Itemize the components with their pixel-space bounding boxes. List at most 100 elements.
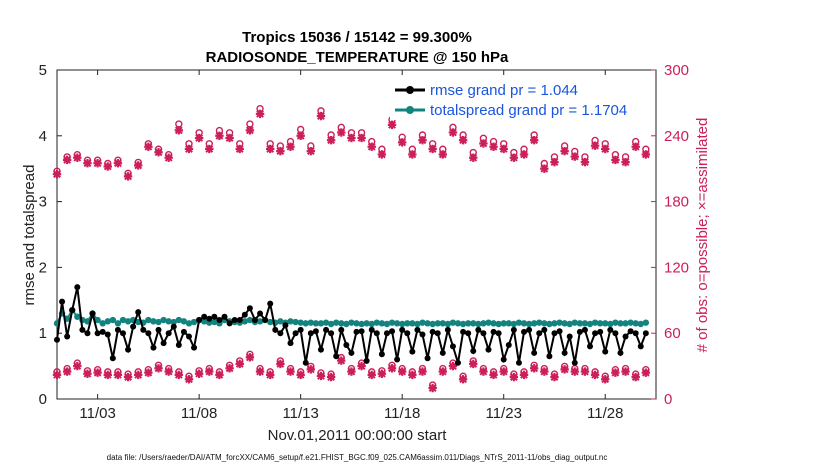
x-axis-label: Nov.01,2011 00:00:00 start	[268, 427, 448, 444]
rmse-point	[521, 328, 528, 335]
rmse-point	[160, 340, 167, 347]
x-tick-label: 11/28	[587, 405, 623, 422]
obs-upper-assimilated-point	[164, 153, 173, 162]
totalspread-point	[84, 318, 91, 325]
rmse-point	[109, 355, 116, 362]
totalspread-point	[530, 320, 538, 327]
obs-upper-assimilated-point	[52, 169, 62, 179]
obs-lower-assimilated-point	[347, 367, 356, 376]
obs-lower-assimilated-point-d2	[73, 362, 82, 371]
rmse-point	[79, 326, 86, 333]
obs-lower-assimilated-point	[631, 372, 640, 382]
rmse-point	[221, 313, 228, 320]
totalspread-point	[256, 318, 264, 325]
totalspread-point	[617, 320, 624, 327]
obs-lower-assimilated-point	[266, 370, 275, 380]
totalspread-point	[485, 319, 492, 326]
obs-upper-assimilated-point-d2	[631, 142, 640, 151]
totalspread-point	[363, 320, 370, 327]
obs-upper-group	[52, 104, 651, 181]
obs-upper-assimilated-point	[184, 144, 194, 154]
totalspread-point	[241, 318, 249, 325]
obs-upper-assimilated-point-d2	[509, 153, 518, 162]
obs-lower-assimilated-point-d2	[367, 370, 376, 379]
totalspread-point	[343, 320, 350, 328]
totalspread-point	[591, 319, 599, 326]
rmse-point	[119, 330, 126, 337]
totalspread-point	[211, 318, 218, 326]
rmse-point	[74, 284, 81, 291]
legend-spread-marker	[406, 106, 414, 114]
rmse-point	[383, 330, 390, 337]
obs-lower-assimilated-point-d2	[124, 373, 132, 381]
chart-title-line2: RADIOSONDE_TEMPERATURE @ 150 hPa	[206, 49, 509, 66]
obs-lower-assimilated-point-d2	[520, 370, 528, 379]
totalspread-point	[358, 320, 365, 328]
totalspread-point	[444, 320, 452, 328]
obs-lower-assimilated-point	[519, 370, 529, 380]
totalspread-point	[612, 319, 619, 326]
obs-lower-assimilated-point	[458, 375, 468, 384]
totalspread-point	[322, 319, 330, 326]
obs-upper-assimilated-point-d2	[499, 145, 508, 153]
obs-lower-assimilated-point-d2	[388, 364, 396, 373]
obs-lower-assimilated-point-d2	[296, 370, 305, 379]
totalspread-point	[419, 319, 426, 326]
totalspread-point	[332, 319, 340, 326]
obs-upper-assimilated-point-d2	[408, 150, 417, 159]
obs-upper-assimilated-point-d2	[327, 136, 336, 145]
rmse-point	[460, 328, 467, 335]
axis-ticks: 0 1 2 3 4 5 0 60 120 180 240 300 11/03 11/08 11/13 11/1…	[39, 62, 689, 422]
obs-upper-assimilated-point	[590, 141, 600, 150]
obs-upper-assimilated-point	[519, 150, 529, 159]
obs-lower-group	[52, 350, 651, 393]
x-tick-label: 11/18	[384, 405, 420, 422]
y-right-tick-label: 240	[664, 128, 689, 145]
obs-upper-assimilated-point	[418, 135, 427, 145]
totalspread-point	[145, 316, 152, 324]
obs-lower-assimilated-point	[499, 367, 508, 376]
obs-lower-assimilated-point	[235, 359, 244, 369]
obs-lower-assimilated-point	[418, 367, 427, 376]
obs-upper-assimilated-point	[408, 150, 417, 159]
obs-upper-assimilated-point	[347, 133, 356, 143]
obs-upper-assimilated-point	[580, 157, 590, 167]
obs-lower-assimilated-point-d2	[317, 372, 325, 380]
obs-upper-assimilated-point	[397, 138, 407, 147]
rmse-point	[597, 328, 604, 335]
y-tick-label: 1	[39, 325, 47, 342]
totalspread-point	[627, 319, 634, 326]
obs-upper-assimilated-point	[306, 146, 316, 156]
obs-upper-assimilated-point	[266, 144, 275, 154]
rmse-point	[409, 348, 416, 355]
rmse-point	[455, 359, 462, 366]
y-tick-label: 5	[39, 62, 47, 79]
obs-lower-assimilated-point-d2	[560, 365, 569, 374]
rmse-point	[246, 305, 253, 312]
obs-upper-assimilated-point	[245, 126, 255, 135]
obs-lower-assimilated-point	[408, 370, 417, 380]
obs-upper-assimilated-point	[286, 142, 295, 151]
obs-lower-assimilated-point	[438, 367, 447, 376]
obs-lower-assimilated-point-d2	[205, 367, 214, 376]
totalspread-point	[475, 320, 482, 328]
obs-upper-assimilated-point-d2	[367, 142, 376, 151]
totalspread-point	[124, 318, 132, 325]
obs-lower-assimilated-point-d2	[306, 365, 315, 374]
obs-lower-assimilated-point	[428, 383, 437, 393]
rmse-point	[439, 349, 446, 356]
obs-lower-assimilated-point	[611, 368, 620, 377]
rmse-point	[287, 340, 294, 347]
rmse-point	[185, 333, 192, 340]
totalspread-point	[596, 320, 604, 327]
y-right-tick-label: 180	[664, 194, 689, 211]
totalspread-point	[327, 320, 335, 328]
obs-lower-assimilated-point	[469, 359, 478, 369]
obs-upper-assimilated-point	[103, 162, 112, 171]
obs-lower-assimilated-point-d2	[93, 368, 102, 377]
rmse-point	[59, 298, 66, 305]
totalspread-point	[551, 320, 558, 327]
obs-lower-assimilated-point-d2	[286, 367, 295, 376]
obs-upper-assimilated-point	[154, 148, 163, 157]
obs-lower-assimilated-point-d2	[621, 367, 630, 376]
